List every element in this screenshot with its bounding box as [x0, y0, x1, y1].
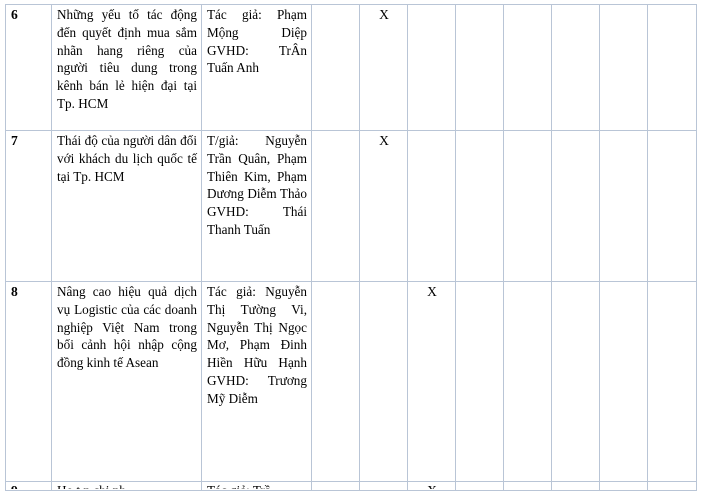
mark-value: X [413, 483, 451, 489]
row-mark-cell-7 [599, 4, 648, 131]
row-number-cell: 8 [5, 281, 52, 482]
row-number-value: 9 [11, 483, 47, 489]
row-mark-cell-1 [311, 130, 360, 282]
row-mark-cell-3: X [407, 481, 456, 491]
row-mark-cell-4 [455, 481, 504, 491]
row-mark-cell-2: X [359, 4, 408, 131]
row-author-cell: Tác giả: Nguyễn Thị Tường Vi, Nguyễn Thị… [201, 281, 312, 482]
row-title-cell: Ho t n chi nh [51, 481, 202, 491]
row-mark-cell-8 [647, 481, 697, 491]
row-mark-cell-2: X [359, 130, 408, 282]
row-mark-cell-5 [503, 4, 552, 131]
row-mark-cell-2 [359, 481, 408, 491]
row-title-value: Ho t n chi nh [57, 483, 197, 489]
row-author-value: Tác giả: Trầ [207, 483, 307, 489]
research-registration-table: 6 Những yếu tố tác động đến quyết định m… [5, 4, 697, 491]
row-mark-cell-1 [311, 281, 360, 482]
mark-value: X [427, 284, 437, 299]
row-mark-cell-7 [599, 130, 648, 282]
table-row: 8 Nâng cao hiệu quả dịch vụ Logistic của… [5, 281, 697, 482]
row-number-cell: 7 [5, 130, 52, 282]
row-mark-cell-4 [455, 130, 504, 282]
row-mark-cell-2 [359, 281, 408, 482]
row-author-cell: Tác giả: Phạm Mộng Diệp GVHD: TrÂn Tuấn … [201, 4, 312, 131]
mark-value: X [379, 133, 389, 148]
row-title-cell: Thái độ của người dân đối với khách du l… [51, 130, 202, 282]
row-mark-cell-5 [503, 281, 552, 482]
row-mark-cell-8 [647, 4, 697, 131]
row-mark-cell-7 [599, 281, 648, 482]
row-mark-cell-5 [503, 481, 552, 491]
row-author-cell: T/giả: Nguyễn Trần Quân, Phạm Thiên Kim,… [201, 130, 312, 282]
row-mark-cell-5 [503, 130, 552, 282]
row-mark-cell-3: X [407, 281, 456, 482]
row-title-cell: Những yếu tố tác động đến quyết định mua… [51, 4, 202, 131]
row-mark-cell-1 [311, 481, 360, 491]
row-mark-cell-1 [311, 4, 360, 131]
row-mark-cell-8 [647, 130, 697, 282]
row-mark-cell-4 [455, 4, 504, 131]
table-row: 7 Thái độ của người dân đối với khách du… [5, 130, 697, 282]
mark-value: X [379, 7, 389, 22]
row-mark-cell-3 [407, 4, 456, 131]
table-row-partial: 9 Ho t n chi nh Tác giả: Trầ X [5, 481, 697, 491]
row-number-cell: 6 [5, 4, 52, 131]
row-title-cell: Nâng cao hiệu quả dịch vụ Logistic của c… [51, 281, 202, 482]
row-mark-cell-6 [551, 281, 600, 482]
row-mark-cell-4 [455, 281, 504, 482]
row-number-cell: 9 [5, 481, 52, 491]
row-mark-cell-7 [599, 481, 648, 491]
row-mark-cell-6 [551, 4, 600, 131]
row-mark-cell-8 [647, 281, 697, 482]
table-row: 6 Những yếu tố tác động đến quyết định m… [5, 4, 697, 131]
row-mark-cell-3 [407, 130, 456, 282]
row-mark-cell-6 [551, 481, 600, 491]
row-mark-cell-6 [551, 130, 600, 282]
row-author-cell: Tác giả: Trầ [201, 481, 312, 491]
